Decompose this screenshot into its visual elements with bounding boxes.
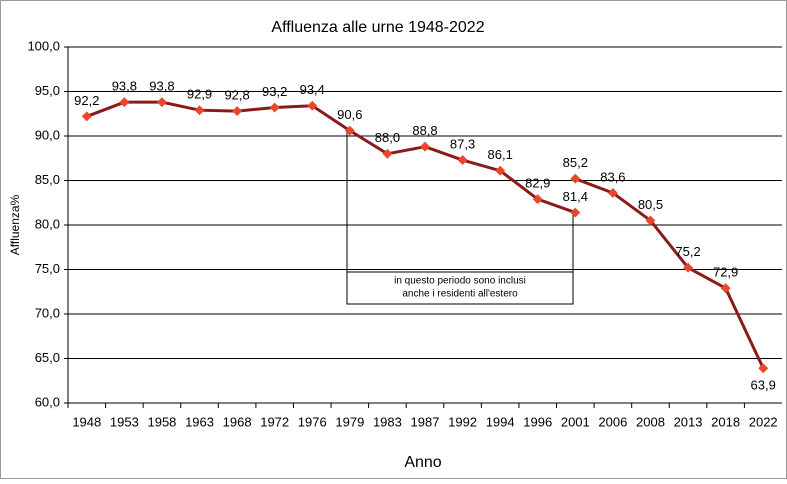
annotation-box (346, 271, 574, 305)
data-label: 93,8 (112, 79, 137, 94)
x-tick-label: 2018 (711, 414, 740, 429)
marker (119, 97, 130, 108)
data-label: 86,1 (488, 147, 513, 162)
data-label: 92,9 (187, 87, 212, 102)
marker (720, 283, 731, 294)
data-label: 93,4 (300, 82, 325, 97)
marker (194, 105, 205, 116)
data-label: 93,2 (262, 84, 287, 99)
y-tick-label: 85,0 (35, 172, 60, 187)
data-label: 82,9 (525, 176, 550, 191)
data-label: 92,2 (74, 93, 99, 108)
line (86, 100, 576, 214)
data-label: 72,9 (713, 265, 738, 280)
data-label: 63,9 (751, 378, 776, 393)
marker (156, 97, 167, 108)
marker (382, 148, 393, 159)
data-label: 90,6 (337, 107, 362, 122)
marker (758, 363, 769, 374)
x-tick-label: 2013 (674, 414, 703, 429)
marker (570, 207, 581, 218)
x-tick-label: 1979 (335, 414, 364, 429)
x-tick-label: 1963 (185, 414, 214, 429)
x-tick-label: 2008 (636, 414, 665, 429)
marker (683, 262, 694, 273)
x-axis-label: Anno (404, 454, 441, 471)
data-label: 83,6 (600, 169, 625, 184)
y-tick-label: 80,0 (35, 216, 60, 231)
x-tick-label: 1968 (223, 414, 252, 429)
marker (344, 125, 355, 136)
data-label: 92,8 (224, 88, 249, 103)
marker (532, 194, 543, 205)
data-label: 81,4 (563, 189, 588, 204)
line (574, 177, 765, 369)
x-tick-label: 1996 (523, 414, 552, 429)
marker (420, 141, 430, 152)
x-tick-label: 1958 (147, 414, 176, 429)
data-label: 88,8 (412, 123, 437, 138)
data-label: 88,0 (375, 130, 400, 145)
data-label: 85,2 (563, 155, 588, 170)
marker (495, 165, 506, 176)
x-tick-label: 1992 (448, 414, 477, 429)
marker (457, 155, 468, 165)
x-tick-label: 1948 (72, 414, 101, 429)
y-tick-label: 70,0 (35, 305, 60, 320)
annotation: in questo periodo sono inclusi (394, 276, 526, 287)
x-tick-label: 1983 (373, 414, 402, 429)
annotation: anche i residenti all'estero (402, 289, 518, 300)
y-tick-label: 90,0 (35, 127, 60, 142)
x-tick-label: 1994 (486, 414, 515, 429)
x-tick-label: 1987 (411, 414, 440, 429)
data-label: 93,8 (149, 79, 174, 94)
data-label: 87,3 (450, 136, 475, 151)
y-axis-label: Affluenza% (8, 194, 22, 255)
marker (607, 188, 618, 198)
marker (232, 106, 243, 117)
chart-title: Affluenza alle urne 1948-2022 (271, 19, 484, 36)
x-tick-label: 1976 (298, 414, 327, 429)
y-tick-label: 65,0 (35, 350, 60, 365)
data-label: 75,2 (675, 244, 700, 259)
y-tick-label: 100,0 (27, 38, 60, 53)
marker (81, 111, 92, 122)
y-tick-label: 75,0 (35, 261, 60, 276)
y-tick-label: 60,0 (35, 394, 60, 409)
y-tick-label: 95,0 (35, 83, 60, 98)
x-tick-label: 2022 (749, 414, 778, 429)
x-tick-label: 2006 (598, 414, 627, 429)
x-tick-label: 1972 (260, 414, 289, 429)
x-tick-label: 1953 (110, 414, 139, 429)
data-label: 80,5 (638, 197, 663, 212)
marker (645, 215, 656, 226)
x-tick-label: 2001 (561, 414, 590, 429)
marker (570, 173, 581, 184)
